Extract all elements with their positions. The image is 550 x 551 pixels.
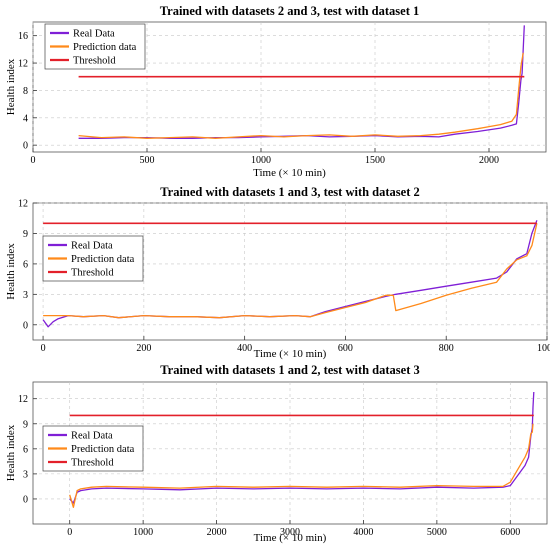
x-tick-label: 5000 [427, 527, 447, 538]
legend-label-prediction-data: Prediction data [73, 42, 137, 53]
x-tick-label: 0 [41, 343, 46, 354]
series-line-real-data [78, 25, 525, 139]
legend: Real Data Prediction data Threshold [42, 425, 144, 472]
y-tick-label: 9 [23, 419, 28, 430]
chart-title: Trained with datasets 1 and 2, test with… [160, 363, 420, 377]
chart-panel-2: Trained with datasets 1 and 3, test with… [5, 185, 550, 360]
x-tick-label: 0 [31, 155, 36, 166]
legend-label-prediction-data: Prediction data [71, 444, 135, 455]
x-axis-label: Time (× 10 min) [254, 532, 327, 544]
y-tick-label: 12 [18, 199, 28, 210]
x-tick-label: 600 [338, 343, 353, 354]
series-line-prediction-data [78, 52, 524, 139]
x-tick-label: 1000 [133, 527, 153, 538]
x-tick-label: 500 [140, 155, 155, 166]
x-tick-label: 2000 [207, 527, 227, 538]
chart-panel-3: Trained with datasets 1 and 2, test with… [5, 363, 548, 544]
y-tick-label: 16 [18, 31, 28, 42]
x-tick-label: 2000 [479, 155, 499, 166]
y-tick-label: 4 [23, 113, 28, 124]
legend-label-threshold: Threshold [71, 458, 114, 469]
y-axis-label: Health index [5, 58, 17, 115]
legend-label-real-data: Real Data [71, 431, 113, 442]
x-tick-label: 1000 [537, 343, 550, 354]
x-tick-label: 200 [136, 343, 151, 354]
legend-label-real-data: Real Data [71, 241, 113, 252]
x-tick-label: 1500 [365, 155, 385, 166]
y-axis-label: Health index [5, 243, 17, 300]
series-line-prediction-data [69, 423, 534, 508]
y-tick-label: 3 [23, 469, 28, 480]
chart-title: Trained with datasets 2 and 3, test with… [160, 4, 420, 18]
chart-title: Trained with datasets 1 and 3, test with… [160, 185, 420, 199]
x-tick-label: 800 [439, 343, 454, 354]
y-tick-label: 12 [18, 59, 28, 70]
series-line-prediction-data [43, 223, 538, 319]
y-tick-label: 0 [23, 494, 28, 505]
x-axis-label: Time (× 10 min) [253, 167, 326, 179]
x-tick-label: 4000 [353, 527, 373, 538]
y-tick-label: 0 [23, 320, 28, 331]
series-line-real-data [69, 391, 535, 504]
y-tick-label: 6 [23, 444, 28, 455]
x-tick-label: 400 [237, 343, 252, 354]
y-axis-label: Health index [5, 424, 17, 481]
y-tick-label: 0 [23, 141, 28, 152]
y-tick-label: 6 [23, 259, 28, 270]
y-tick-label: 3 [23, 290, 28, 301]
legend: Real Data Prediction data Threshold [42, 235, 144, 282]
chart-panel-1: Trained with datasets 2 and 3, test with… [5, 4, 547, 179]
legend-label-real-data: Real Data [73, 29, 115, 40]
legend: Real Data Prediction data Threshold [44, 23, 146, 70]
legend-label-threshold: Threshold [71, 268, 114, 279]
y-tick-label: 9 [23, 229, 28, 240]
legend-label-prediction-data: Prediction data [71, 254, 135, 265]
x-tick-label: 0 [67, 527, 72, 538]
x-axis-label: Time (× 10 min) [254, 348, 327, 360]
y-tick-label: 12 [18, 394, 28, 405]
x-tick-label: 1000 [251, 155, 271, 166]
x-tick-label: 3000 [280, 527, 300, 538]
legend-label-threshold: Threshold [73, 56, 116, 67]
x-tick-label: 6000 [500, 527, 520, 538]
y-tick-label: 8 [23, 86, 28, 97]
